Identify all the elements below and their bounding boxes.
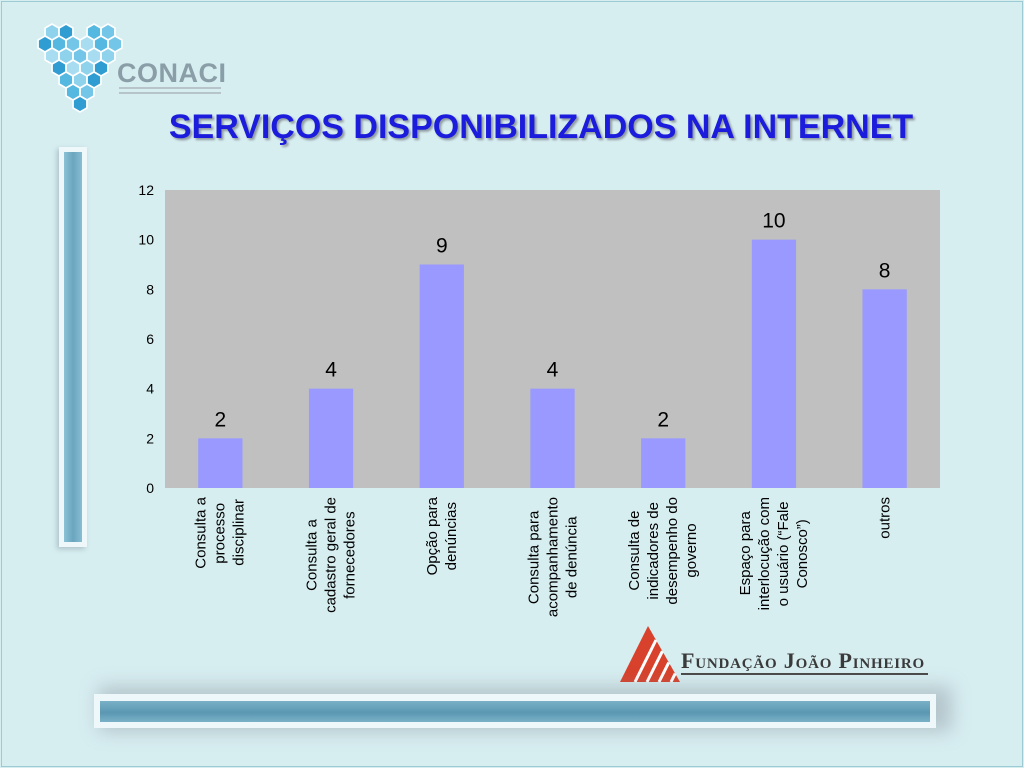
x-category-label: Opção para denúncias	[423, 497, 460, 576]
left-decorative-bar-fill	[64, 152, 82, 542]
fjp-stripe	[633, 639, 658, 683]
bar-value-label: 4	[547, 359, 559, 382]
fjp-stripe	[645, 650, 664, 683]
y-tick-label: 6	[146, 331, 154, 347]
y-tick-label: 12	[138, 182, 154, 198]
bar-7	[862, 289, 907, 488]
fjp-logo: Fundação João Pinheiro	[618, 624, 930, 686]
x-category-label: Consulta a cadastro geral de fornecedore…	[303, 497, 359, 613]
x-category-label: Consulta de indicadores de desempenho do…	[626, 497, 701, 605]
slide-title: SERVIÇOS DISPONIBILIZADOS NA INTERNET	[168, 108, 914, 146]
y-tick-label: 0	[146, 480, 154, 496]
bar-2	[308, 388, 354, 488]
x-category-label: Espaço para interlocução com o usuário (…	[736, 497, 811, 611]
conaci-logo: CONACI	[0, 0, 240, 118]
bar-chart: 0 2 4 6 8 10 12 2 4 9 4 2 10 8 Consulta a processo di…	[120, 175, 950, 630]
bar-value-label: 2	[215, 408, 227, 431]
x-category-label: outros	[876, 497, 894, 539]
hexagon-icon	[72, 95, 88, 113]
bar-6	[751, 239, 797, 488]
hexagon-cluster-icon	[37, 23, 123, 113]
x-category-label: Consulta a processo disciplinar	[192, 497, 248, 569]
left-decorative-bar	[59, 147, 87, 547]
bar-value-label: 10	[762, 210, 785, 233]
y-tick-label: 8	[146, 281, 154, 297]
y-tick-label: 4	[146, 381, 154, 397]
bottom-decorative-bar	[94, 694, 936, 728]
bar-5	[641, 438, 686, 488]
fjp-stripes	[633, 639, 677, 683]
bar-value-label: 8	[879, 259, 891, 282]
chart-plot: 0 2 4 6 8 10 12 2 4 9 4 2 10 8	[138, 182, 940, 496]
conaci-tagline-lines	[119, 87, 221, 89]
bar-value-label: 2	[657, 408, 669, 431]
y-tick-label: 2	[146, 430, 154, 446]
fjp-triangle-icon	[620, 626, 680, 683]
bar-3	[419, 264, 464, 488]
bar-4	[530, 388, 575, 488]
conaci-tagline-lines	[119, 92, 221, 94]
fjp-logo-underline	[681, 673, 928, 675]
y-tick-label: 10	[138, 232, 154, 248]
fjp-logo-text: Fundação João Pinheiro	[681, 648, 925, 673]
fjp-stripe	[657, 661, 671, 683]
bar-value-label: 4	[325, 359, 337, 382]
fjp-stripe	[669, 672, 677, 683]
bar-value-label: 9	[436, 235, 448, 258]
bar-1	[198, 438, 243, 488]
conaci-logo-text: CONACI	[117, 58, 227, 88]
x-category-label: Consulta para acompanhamento de denúncia	[525, 497, 580, 618]
bottom-decorative-bar-fill	[100, 701, 930, 722]
